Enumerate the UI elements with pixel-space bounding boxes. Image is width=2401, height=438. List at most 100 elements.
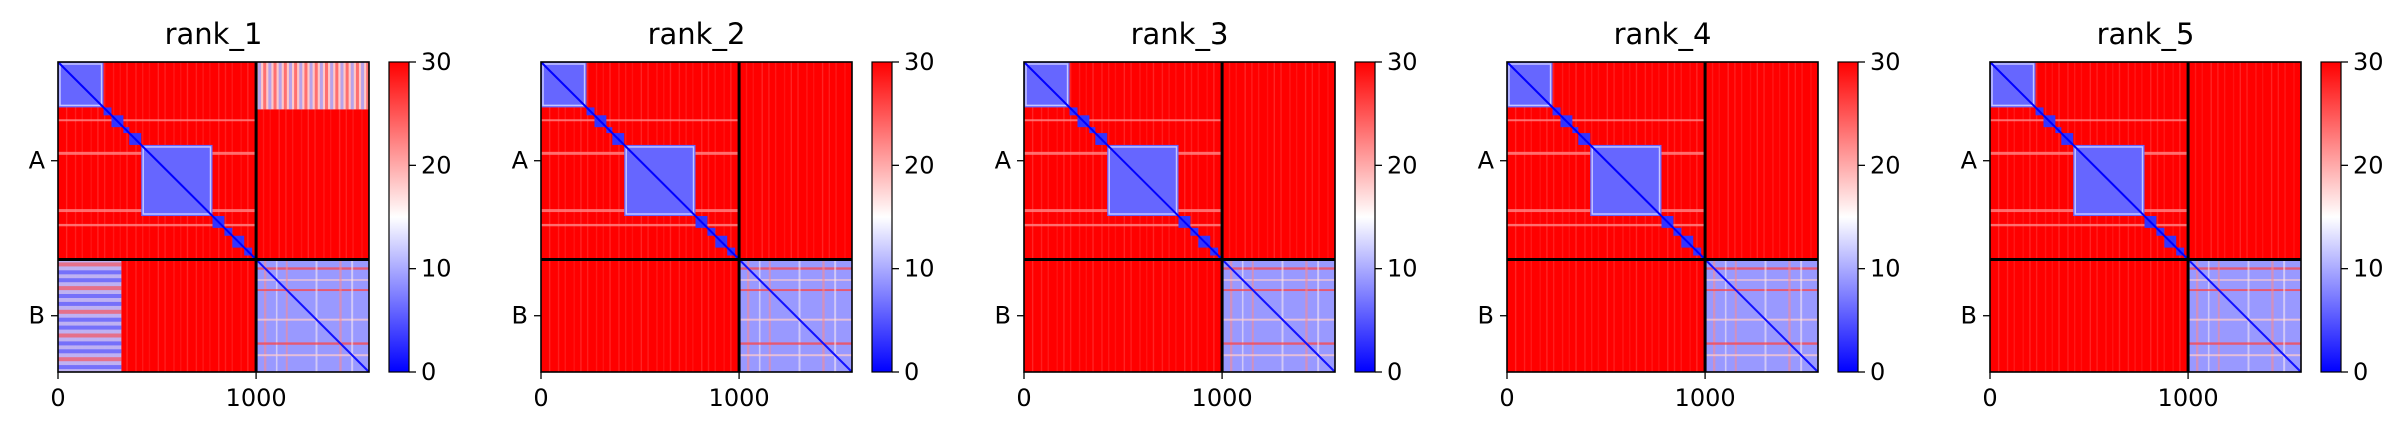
block-a-b-stripe bbox=[278, 62, 282, 110]
panel-2: rank_2 0 1000 A B 0 10 20 30 bbox=[512, 17, 935, 412]
block-b-b-band bbox=[256, 279, 369, 281]
heatmap-stripe bbox=[1251, 62, 1253, 372]
heatmap-stripe bbox=[1092, 62, 1094, 372]
block-b-b-band bbox=[1764, 259, 1767, 372]
block-b-b-band bbox=[739, 279, 852, 281]
heatmap-stripe bbox=[90, 62, 92, 372]
colorbar-tick-label: 10 bbox=[904, 255, 935, 283]
heatmap-stripe bbox=[1197, 62, 1199, 372]
heatmap-stripe bbox=[2172, 62, 2174, 372]
diagonal-line bbox=[255, 258, 370, 373]
heatmap-stripe bbox=[1561, 62, 1564, 372]
heatmap-stripe bbox=[1114, 62, 1117, 372]
heatmap-stripe bbox=[2277, 62, 2280, 372]
colorbar-tick-label: 0 bbox=[1387, 358, 1402, 386]
heatmap-stripe bbox=[1539, 62, 1541, 372]
block-b-b-band bbox=[2188, 318, 2301, 321]
block-b-b-band bbox=[2283, 259, 2286, 372]
block-b-b-band bbox=[739, 289, 852, 292]
block-a-b-stripe bbox=[319, 62, 323, 110]
block-b-b-band bbox=[758, 259, 761, 372]
colorbar-tick-label: 30 bbox=[904, 48, 935, 76]
block-b-b-band bbox=[798, 259, 801, 372]
heatmap-stripe bbox=[1289, 62, 1291, 372]
heatmap-stripe bbox=[173, 62, 175, 372]
heatmap-stripe bbox=[1568, 62, 1571, 372]
block-a-b-stripe bbox=[273, 62, 277, 110]
heatmap-frame bbox=[1506, 61, 1819, 373]
heatmap-stripe bbox=[1031, 62, 1034, 372]
heatmap-stripe bbox=[2096, 62, 2098, 372]
heatmap-stripe bbox=[1235, 62, 1237, 372]
heatmap-stripe bbox=[195, 62, 198, 372]
block-b-b-band bbox=[2188, 267, 2301, 270]
heatmap-stripe bbox=[278, 62, 280, 372]
heatmap-stripe bbox=[2105, 62, 2107, 372]
colorbar-tick-label: 30 bbox=[1870, 48, 1901, 76]
heatmap-stripe bbox=[231, 62, 233, 372]
heatmap-band bbox=[58, 119, 257, 122]
heatmap-stripe bbox=[580, 62, 582, 372]
heatmap-stripe bbox=[2246, 62, 2248, 372]
heatmap-stripe bbox=[2073, 62, 2076, 372]
heatmap-stripe bbox=[1997, 62, 2000, 372]
colorbar-gradient bbox=[1355, 62, 1375, 372]
heatmap-stripe bbox=[821, 62, 824, 372]
heatmap-stripe bbox=[2156, 62, 2159, 372]
panel-3: rank_3 0 1000 A B 0 10 20 30 bbox=[995, 17, 1418, 412]
heatmap-stripe bbox=[714, 62, 716, 372]
colorbar: 0 10 20 30 bbox=[1837, 48, 1901, 386]
domain-halo bbox=[1591, 146, 1661, 215]
heatmap-stripe bbox=[1078, 62, 1081, 372]
heatmap-stripe bbox=[2179, 62, 2181, 372]
heatmap-stripe bbox=[103, 62, 106, 372]
heatmap-stripe bbox=[135, 62, 137, 372]
heatmap-stripe bbox=[1530, 62, 1532, 372]
heatmap-stripe bbox=[1644, 62, 1647, 372]
heatmap-stripe bbox=[2194, 62, 2197, 372]
heatmap-stripe bbox=[1794, 62, 1797, 372]
block-a-b-stripe bbox=[325, 62, 329, 110]
block-b-b-band bbox=[1705, 279, 1818, 281]
block-b-a-stripe bbox=[58, 325, 122, 330]
heatmap-stripe bbox=[119, 62, 122, 372]
heatmap-stripe bbox=[692, 62, 694, 372]
heatmap-stripe bbox=[2270, 62, 2273, 372]
heatmap-stripe bbox=[1063, 62, 1065, 372]
colorbar-tick-label: 0 bbox=[1870, 358, 1885, 386]
heatmap-stripe bbox=[112, 62, 115, 372]
heatmap-band bbox=[541, 223, 740, 227]
block-b-b-band bbox=[1222, 318, 1335, 321]
block-b-b-band bbox=[1222, 279, 1335, 281]
heatmap-stripe bbox=[1168, 62, 1170, 372]
block-a-b-stripe bbox=[283, 62, 287, 110]
block-b-b-band bbox=[264, 259, 267, 372]
heatmap-stripe bbox=[2035, 62, 2038, 372]
block-b-b-band bbox=[1800, 259, 1803, 372]
block-b-b-band bbox=[1705, 267, 1818, 270]
heatmap bbox=[540, 61, 853, 373]
heatmap-stripe bbox=[806, 62, 808, 372]
domain-halo bbox=[625, 146, 695, 215]
heatmap-stripe bbox=[361, 62, 363, 372]
block-b-a-stripe bbox=[58, 270, 122, 275]
block-a-b-stripe bbox=[355, 62, 359, 110]
heatmap-stripe bbox=[1146, 62, 1148, 372]
row-label-b: B bbox=[512, 302, 528, 330]
block-b-b-band bbox=[1305, 259, 1308, 372]
heatmap-stripe bbox=[1696, 62, 1698, 372]
heatmap-stripe bbox=[2217, 62, 2219, 372]
panel-5: rank_5 0 1000 A B 0 10 20 30 bbox=[1961, 17, 2384, 412]
x-tick-label: 0 bbox=[1499, 384, 1514, 412]
domain-halo bbox=[59, 63, 103, 107]
heatmap-stripe bbox=[1658, 62, 1660, 372]
heatmap-stripe bbox=[269, 62, 271, 372]
block-a-b-stripe bbox=[335, 62, 339, 110]
x-tick-label: 1000 bbox=[709, 384, 770, 412]
heatmap-stripe bbox=[835, 62, 837, 372]
panel-title: rank_2 bbox=[648, 17, 746, 51]
heatmap-stripe bbox=[186, 62, 189, 372]
block-b-a-stripe bbox=[58, 333, 122, 338]
heatmap-stripe bbox=[1295, 62, 1298, 372]
heatmap-stripe bbox=[1575, 62, 1577, 372]
